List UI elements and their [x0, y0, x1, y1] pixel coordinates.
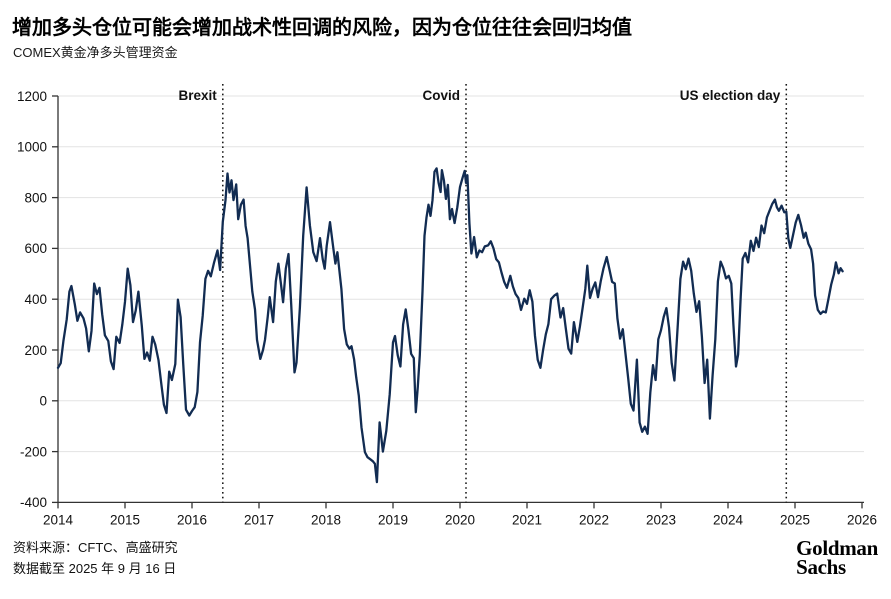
- x-axis: 2014 2015 2016 2017 2018 2019 2020 2021 2022 2023…: [43, 501, 877, 527]
- gridlines: [58, 95, 864, 453]
- x-tick-label: 2021: [512, 512, 542, 527]
- goldman-sachs-logo: Goldman Sachs: [796, 536, 878, 579]
- as-of-date: 数据截至 2025 年 9 月 16 日: [13, 561, 177, 576]
- x-tick-label: 2024: [713, 512, 744, 527]
- annotation-label: Brexit: [179, 88, 218, 103]
- y-tick-label: 600: [24, 241, 47, 256]
- chart-subtitle: COMEX黄金净多头管理资金: [13, 45, 178, 60]
- x-tick-label: 2016: [177, 512, 207, 527]
- y-tick-label: 400: [24, 292, 47, 307]
- x-tick-label: 2023: [646, 512, 676, 527]
- y-tick-label: 800: [24, 190, 47, 205]
- chart-footer: 资料来源：CFTC、高盛研究 数据截至 2025 年 9 月 16 日: [13, 537, 178, 579]
- annotation-covid: Covid: [422, 84, 467, 503]
- y-tick-label: 1200: [17, 89, 47, 104]
- logo-line-1: Goldman: [796, 536, 878, 560]
- x-tick-label: 2026: [847, 512, 877, 527]
- y-tick-label: 200: [24, 343, 47, 358]
- x-tick-label: 2019: [378, 512, 408, 527]
- page-title: 增加多头仓位可能会增加战术性回调的风险，因为仓位往往会回归均值: [12, 17, 632, 39]
- y-tick-label: -200: [20, 444, 47, 459]
- y-axis: -400 -200 0 200 400 600 800 1000 1200: [17, 89, 59, 510]
- y-tick-label: 1000: [17, 140, 47, 155]
- x-tick-label: 2014: [43, 512, 74, 527]
- x-tick-label: 2022: [579, 512, 609, 527]
- x-tick-label: 2025: [780, 512, 810, 527]
- x-tick-label: 2020: [445, 512, 475, 527]
- annotation-us-election-day: US election day: [680, 84, 788, 503]
- x-tick-label: 2018: [311, 512, 341, 527]
- y-tick-label: -400: [20, 495, 47, 510]
- x-tick-label: 2015: [110, 512, 140, 527]
- logo-line-2: Sachs: [796, 554, 846, 579]
- x-tick-label: 2017: [244, 512, 274, 527]
- series-line: [56, 167, 844, 484]
- source-note: 资料来源：CFTC、高盛研究: [13, 540, 178, 555]
- annotation-label: Covid: [422, 88, 460, 103]
- y-tick-label: 0: [39, 394, 47, 409]
- annotation-brexit: Brexit: [179, 84, 224, 503]
- annotation-label: US election day: [680, 88, 781, 103]
